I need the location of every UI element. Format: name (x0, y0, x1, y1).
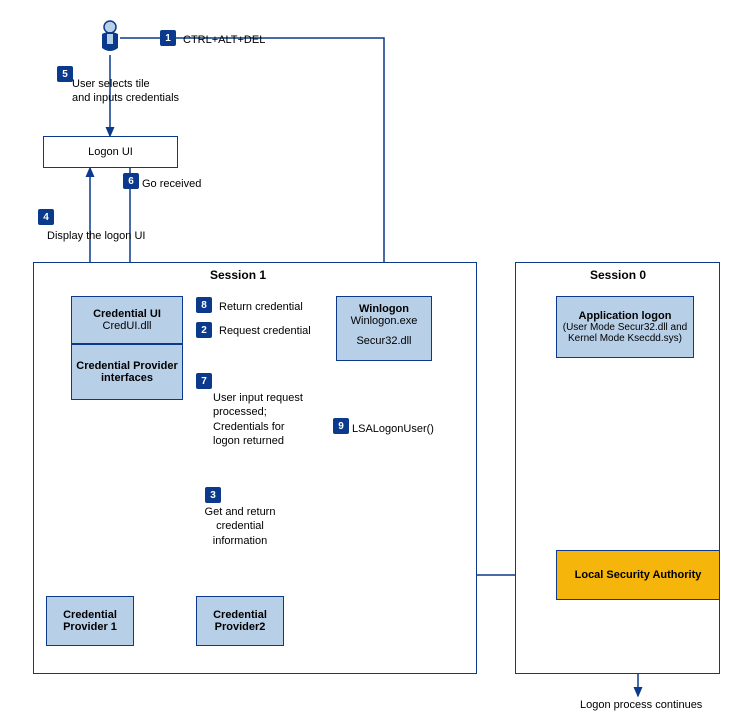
local-security-authority-box: Local Security Authority (556, 550, 720, 600)
user-icon (98, 20, 122, 57)
step-7-l2: processed; (213, 406, 267, 418)
app-logon-title: Application logon (579, 310, 672, 322)
cp2-title: Credential Provider2 (201, 609, 279, 633)
winlogon-title: Winlogon (359, 303, 409, 315)
winlogon-box: Winlogon Winlogon.exe Secur32.dll (336, 296, 432, 361)
cred-prov-if-title: Credential Provider interfaces (76, 360, 178, 384)
step-3-label: Get and return credential information (195, 505, 285, 548)
step-9-badge: 9 (333, 418, 349, 434)
step-7-l4: logon returned (213, 435, 284, 447)
lsa-title: Local Security Authority (575, 569, 702, 581)
credential-ui-box: Credential UI CredUI.dll (71, 296, 183, 344)
diagram-container: Session 1 Session 0 Logon UI Credential … (0, 0, 749, 716)
step-3-l1: Get and return (205, 506, 276, 518)
step-3-l2: credential (216, 520, 264, 532)
step-3-badge: 3 (205, 487, 221, 503)
step-8-badge: 8 (196, 297, 212, 313)
step-5-label: User selects tile and inputs credentials (72, 77, 179, 106)
session0-title: Session 0 (590, 268, 646, 282)
step-6-label: Go received (142, 177, 201, 191)
application-logon-box: Application logon (User Mode Secur32.dll… (556, 296, 694, 358)
step-4-label: Display the logon UI (47, 229, 145, 243)
logon-continues-label: Logon process continues (580, 698, 702, 712)
step-2-label: Request credential (219, 324, 311, 338)
credential-provider-interfaces-box: Credential Provider interfaces (71, 344, 183, 400)
step-4-badge: 4 (38, 209, 54, 225)
step-7-l1: User input request (213, 392, 303, 404)
step-1-label: CTRL+ALT+DEL (183, 33, 265, 47)
credential-provider-1-box: Credential Provider 1 (46, 596, 134, 646)
step-7-l3: Credentials for (213, 421, 285, 433)
app-logon-sub: (User Mode Secur32.dll and Kernel Mode K… (561, 322, 689, 344)
step-3-l3: information (213, 535, 267, 547)
step-5-l2: and inputs credentials (72, 92, 179, 104)
winlogon-sub1: Winlogon.exe (351, 315, 418, 327)
logon-ui-label: Logon UI (88, 146, 133, 158)
step-5-badge: 5 (57, 66, 73, 82)
credential-provider-2-box: Credential Provider2 (196, 596, 284, 646)
step-9-label: LSALogonUser() (352, 422, 434, 436)
step-6-badge: 6 (123, 173, 139, 189)
step-7-label: User input request processed; Credential… (213, 391, 303, 448)
step-2-badge: 2 (196, 322, 212, 338)
credential-ui-title: Credential UI (93, 308, 161, 320)
step-7-badge: 7 (196, 373, 212, 389)
step-1-badge: 1 (160, 30, 176, 46)
winlogon-sub2: Secur32.dll (356, 335, 411, 347)
step-8-label: Return credential (219, 300, 303, 314)
session1-title: Session 1 (210, 268, 266, 282)
step-5-l1: User selects tile (72, 78, 150, 90)
logon-ui-box: Logon UI (43, 136, 178, 168)
credential-ui-sub: CredUI.dll (103, 320, 152, 332)
cp1-title: Credential Provider 1 (51, 609, 129, 633)
